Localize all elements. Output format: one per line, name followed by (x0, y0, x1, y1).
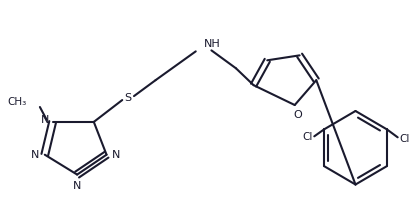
Text: CH₃: CH₃ (7, 97, 26, 107)
Text: Cl: Cl (301, 132, 312, 142)
Text: Cl: Cl (398, 134, 409, 144)
Text: N: N (40, 115, 49, 125)
Text: S: S (124, 93, 131, 103)
Text: N: N (112, 150, 120, 160)
Text: N: N (31, 150, 39, 160)
Text: O: O (292, 110, 301, 120)
Text: NH: NH (203, 39, 220, 49)
Text: N: N (73, 181, 81, 191)
